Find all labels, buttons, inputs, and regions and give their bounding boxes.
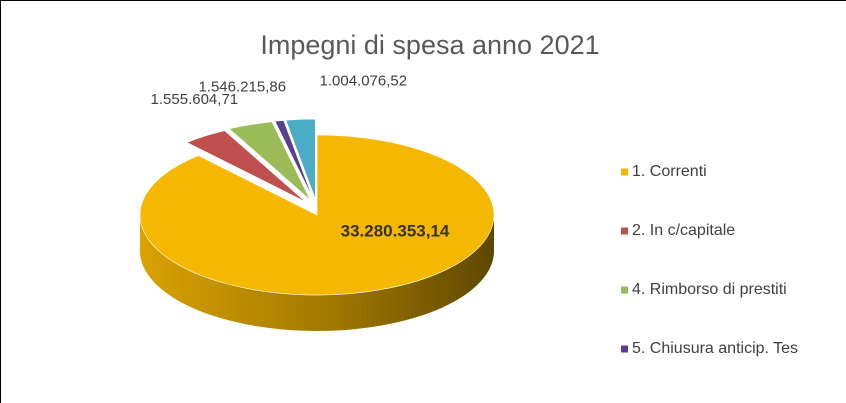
legend-label: 1. Correnti [632, 163, 707, 180]
data-label: 1.555.604,71 [151, 91, 239, 108]
legend-label: 5. Chiusura anticip. Tes [632, 340, 798, 357]
legend-swatch [621, 227, 628, 235]
data-label: 33.280.353,14 [341, 221, 450, 240]
pie-slice [274, 120, 314, 200]
legend-label: 2. In c/capitale [632, 222, 735, 239]
legend-swatch [621, 286, 628, 294]
pie-slice [285, 118, 316, 200]
legend-swatch [621, 345, 628, 353]
data-label: 1.546.215,86 [198, 79, 286, 96]
pie-slice [139, 134, 495, 296]
legend-swatch [621, 168, 628, 176]
pie-slice [186, 130, 306, 203]
chart-title: Impegni di spesa anno 2021 [260, 30, 599, 60]
legend-label: 4. Rimborso di prestiti [632, 281, 787, 298]
pie-slice [228, 121, 311, 201]
pie-slice-side [140, 215, 494, 331]
data-label: 1.004.076,52 [320, 73, 408, 90]
